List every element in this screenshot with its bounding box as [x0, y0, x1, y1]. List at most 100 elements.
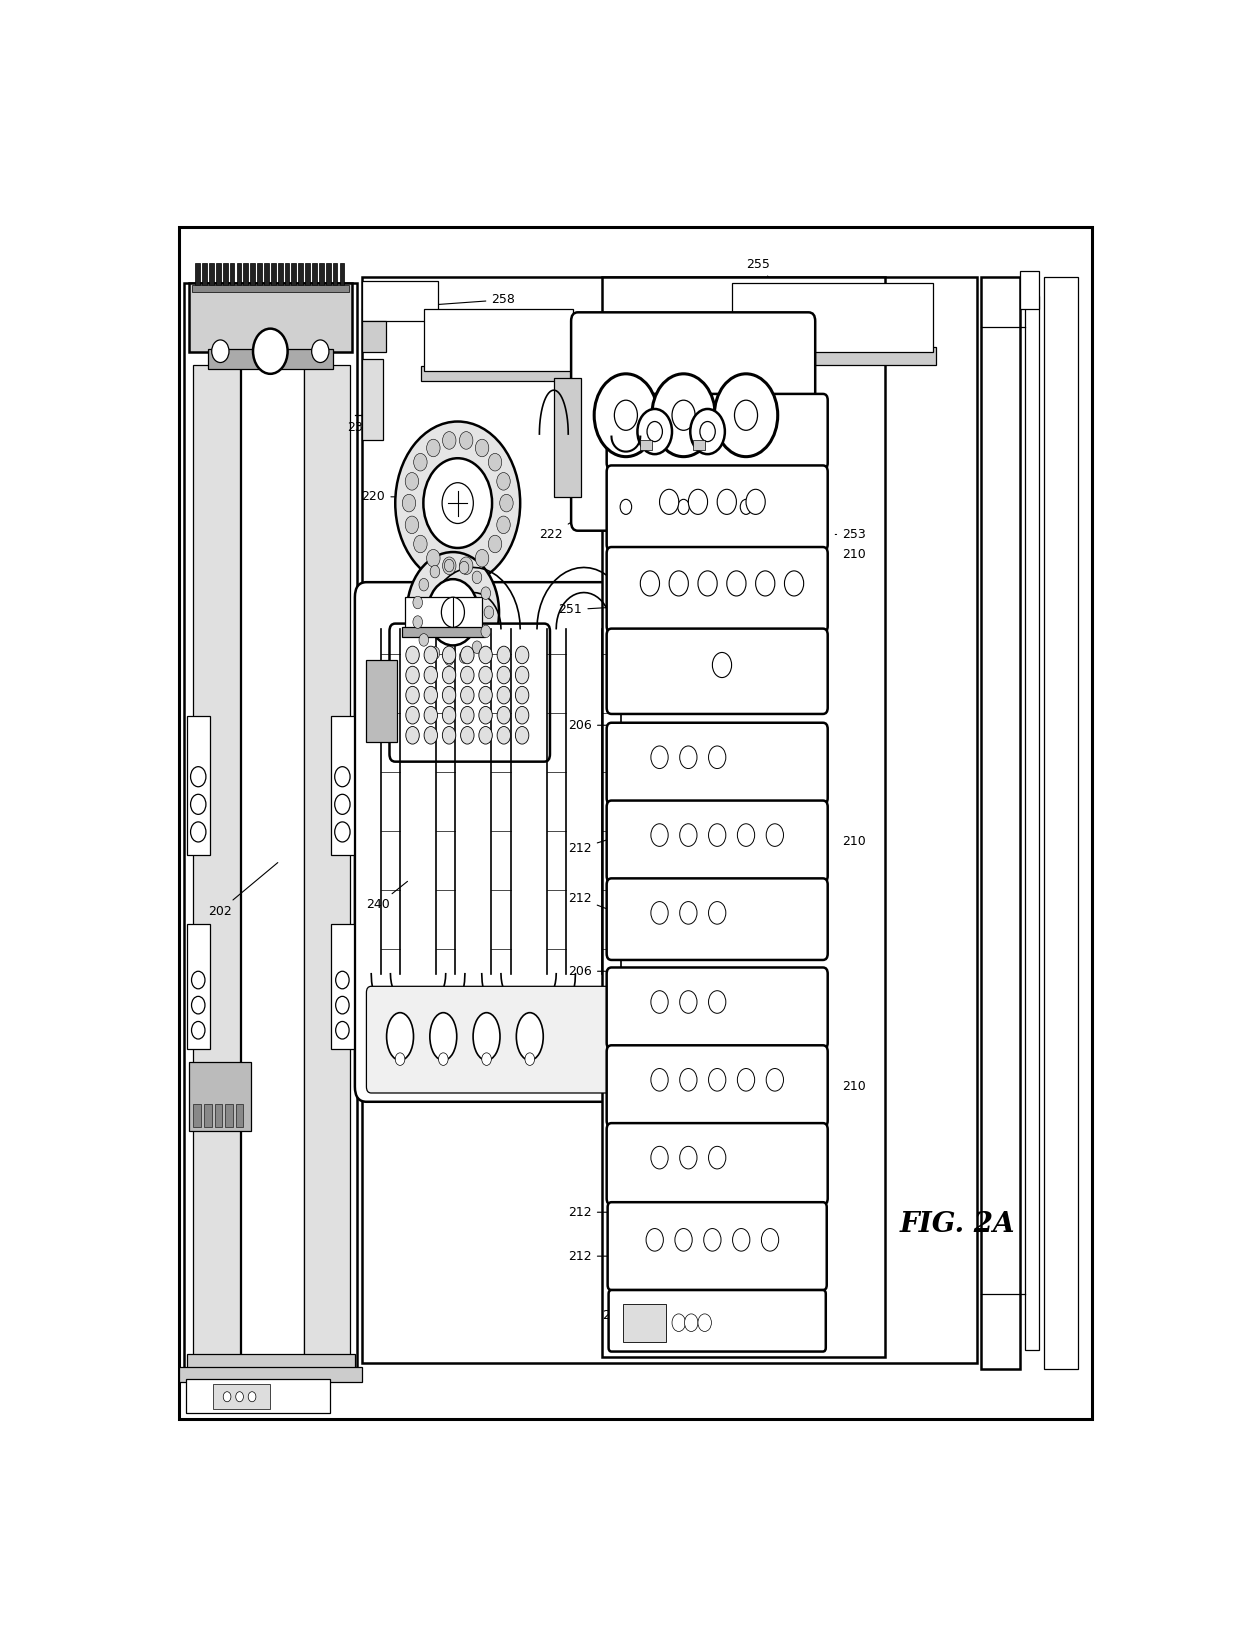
Circle shape — [460, 645, 474, 663]
Circle shape — [439, 1053, 448, 1066]
Circle shape — [396, 422, 521, 585]
FancyBboxPatch shape — [606, 548, 828, 632]
Circle shape — [651, 991, 668, 1014]
Circle shape — [708, 823, 725, 846]
Circle shape — [785, 570, 804, 597]
Circle shape — [424, 667, 438, 685]
Circle shape — [766, 1069, 784, 1090]
Circle shape — [414, 453, 427, 471]
Text: 222: 222 — [539, 520, 575, 541]
Circle shape — [733, 1229, 750, 1252]
Circle shape — [489, 453, 502, 471]
Circle shape — [475, 549, 489, 567]
FancyBboxPatch shape — [606, 1123, 828, 1205]
Circle shape — [335, 794, 350, 815]
Bar — [193, 1104, 201, 1126]
Circle shape — [688, 489, 708, 515]
Circle shape — [459, 650, 469, 663]
Circle shape — [336, 996, 350, 1014]
Text: 253: 253 — [836, 528, 866, 541]
Circle shape — [335, 822, 350, 843]
Bar — [982, 277, 1021, 1369]
Bar — [213, 1384, 270, 1410]
Text: FIG. 2A: FIG. 2A — [900, 1211, 1016, 1239]
Circle shape — [680, 901, 697, 924]
Bar — [424, 308, 573, 372]
Bar — [243, 264, 248, 285]
Circle shape — [223, 1392, 231, 1402]
Text: 255: 255 — [746, 258, 782, 293]
Bar — [304, 365, 350, 1356]
Bar — [362, 321, 386, 352]
Bar — [210, 264, 213, 285]
Circle shape — [459, 561, 469, 574]
Circle shape — [248, 1392, 255, 1402]
Circle shape — [481, 1053, 491, 1066]
Circle shape — [497, 473, 510, 491]
Circle shape — [430, 647, 440, 659]
Circle shape — [714, 373, 777, 456]
Text: 230: 230 — [601, 1309, 631, 1324]
Circle shape — [740, 499, 751, 515]
Circle shape — [335, 766, 350, 787]
Circle shape — [620, 499, 631, 515]
Bar — [237, 264, 242, 285]
Circle shape — [443, 557, 456, 574]
Circle shape — [516, 645, 528, 663]
Ellipse shape — [387, 1012, 413, 1061]
Circle shape — [413, 597, 423, 608]
Circle shape — [497, 667, 511, 685]
FancyBboxPatch shape — [606, 968, 828, 1050]
Bar — [404, 597, 481, 634]
Bar — [187, 1355, 355, 1369]
Circle shape — [444, 652, 454, 665]
Bar — [1024, 297, 1039, 1350]
FancyBboxPatch shape — [389, 624, 551, 761]
Circle shape — [684, 1314, 698, 1332]
Circle shape — [443, 667, 456, 685]
Circle shape — [419, 579, 429, 592]
Text: 215: 215 — [362, 750, 388, 769]
Bar — [422, 367, 575, 381]
Circle shape — [614, 401, 637, 430]
Circle shape — [594, 373, 657, 456]
Circle shape — [212, 341, 229, 362]
Bar — [332, 264, 337, 285]
Bar — [601, 277, 885, 1356]
Bar — [184, 284, 357, 1376]
Circle shape — [475, 438, 489, 456]
Bar — [223, 264, 228, 285]
Circle shape — [191, 996, 205, 1014]
Text: 258: 258 — [436, 293, 516, 306]
Bar — [187, 924, 210, 1050]
Text: 212: 212 — [568, 839, 610, 854]
Circle shape — [405, 667, 419, 685]
Circle shape — [680, 991, 697, 1014]
Circle shape — [652, 373, 715, 456]
Circle shape — [516, 686, 528, 704]
Circle shape — [708, 991, 725, 1014]
Text: 214: 214 — [362, 722, 386, 735]
Circle shape — [424, 686, 438, 704]
Ellipse shape — [516, 1012, 543, 1061]
Circle shape — [427, 549, 440, 567]
Circle shape — [414, 535, 427, 553]
Circle shape — [500, 494, 513, 512]
Bar — [188, 284, 352, 352]
Bar — [193, 365, 239, 1356]
Circle shape — [691, 409, 725, 455]
Bar — [216, 264, 221, 285]
Bar — [362, 277, 977, 1363]
Circle shape — [646, 1229, 663, 1252]
Bar — [331, 924, 353, 1050]
Bar — [205, 1104, 212, 1126]
Bar — [187, 717, 210, 854]
Bar — [362, 280, 439, 321]
Circle shape — [481, 626, 491, 637]
Circle shape — [443, 706, 456, 724]
Text: 206: 206 — [568, 965, 619, 978]
Text: 255: 255 — [414, 603, 439, 623]
Circle shape — [680, 747, 697, 769]
Bar — [196, 264, 200, 285]
Circle shape — [419, 634, 429, 645]
